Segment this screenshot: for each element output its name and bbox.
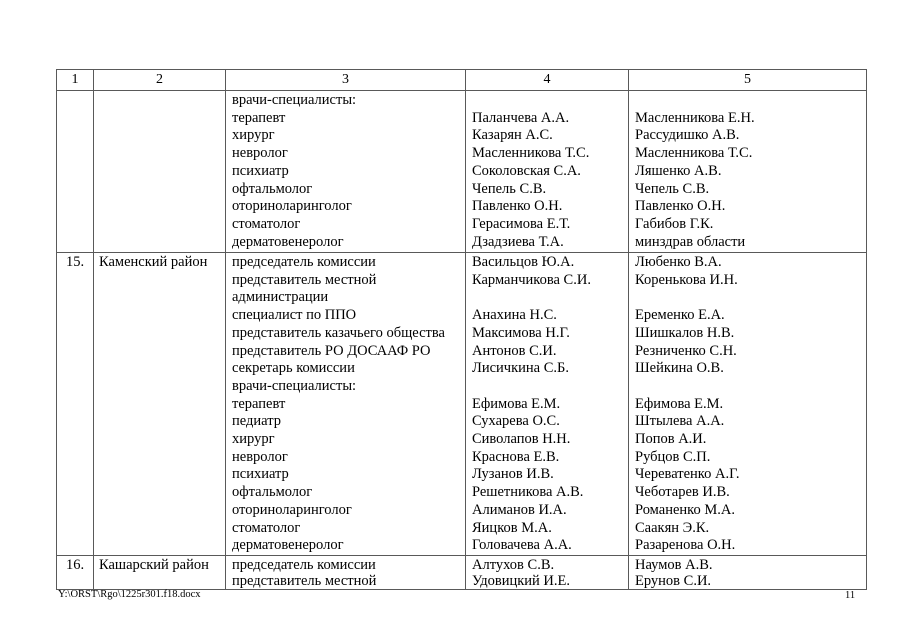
district-cell: Кашарский район (99, 556, 209, 573)
reserve-members-cell: Наумов А.В. Ерунов С.И. (635, 556, 713, 589)
column-header-4: 4 (465, 69, 629, 91)
positions-cell: председатель комиссии представитель мест… (232, 556, 377, 589)
table-header-row: 1 2 3 4 5 (56, 69, 867, 91)
district-cell: Каменский район (99, 254, 208, 270)
row-number-cell: 16. (65, 556, 85, 573)
district-cell (95, 92, 225, 93)
table-row: врачи-специалисты: терапевт хирург невро… (56, 90, 867, 253)
column-header-1: 1 (56, 69, 94, 91)
reserve-members-cell: Масленникова Е.Н. Рассудишко А.В. Маслен… (635, 109, 755, 250)
page-number: 11 (845, 590, 856, 601)
commission-members-cell: Васильцов Ю.А. Карманчикова С.И. Анахина… (472, 254, 591, 554)
commission-members-cell: Паланчева А.А. Казарян А.С. Масленникова… (472, 109, 590, 250)
footer-file-path: Y:\ORST\Rgo\1225r301.f18.docx (58, 589, 201, 600)
table-row: 15. Каменский район председатель комисси… (56, 252, 867, 556)
reserve-members-cell: Любенко В.А. Коренькова И.Н. Еременко Е.… (635, 254, 740, 554)
table-row: 16. Кашарский район председатель комисси… (56, 554, 867, 590)
positions-cell: председатель комиссии представитель мест… (232, 254, 445, 554)
column-header-5: 5 (628, 69, 867, 91)
column-header-2: 2 (93, 69, 226, 91)
column-header-3: 3 (225, 69, 466, 91)
commission-members-cell: Алтухов С.В. Удовицкий И.Е. (472, 556, 570, 589)
commissions-table: 1 2 3 4 5 врачи-специалисты: терапевт хи… (56, 69, 867, 590)
row-number-cell: 15. (65, 254, 85, 270)
row-number-cell (58, 92, 93, 93)
positions-cell: врачи-специалисты: терапевт хирург невро… (232, 92, 357, 250)
